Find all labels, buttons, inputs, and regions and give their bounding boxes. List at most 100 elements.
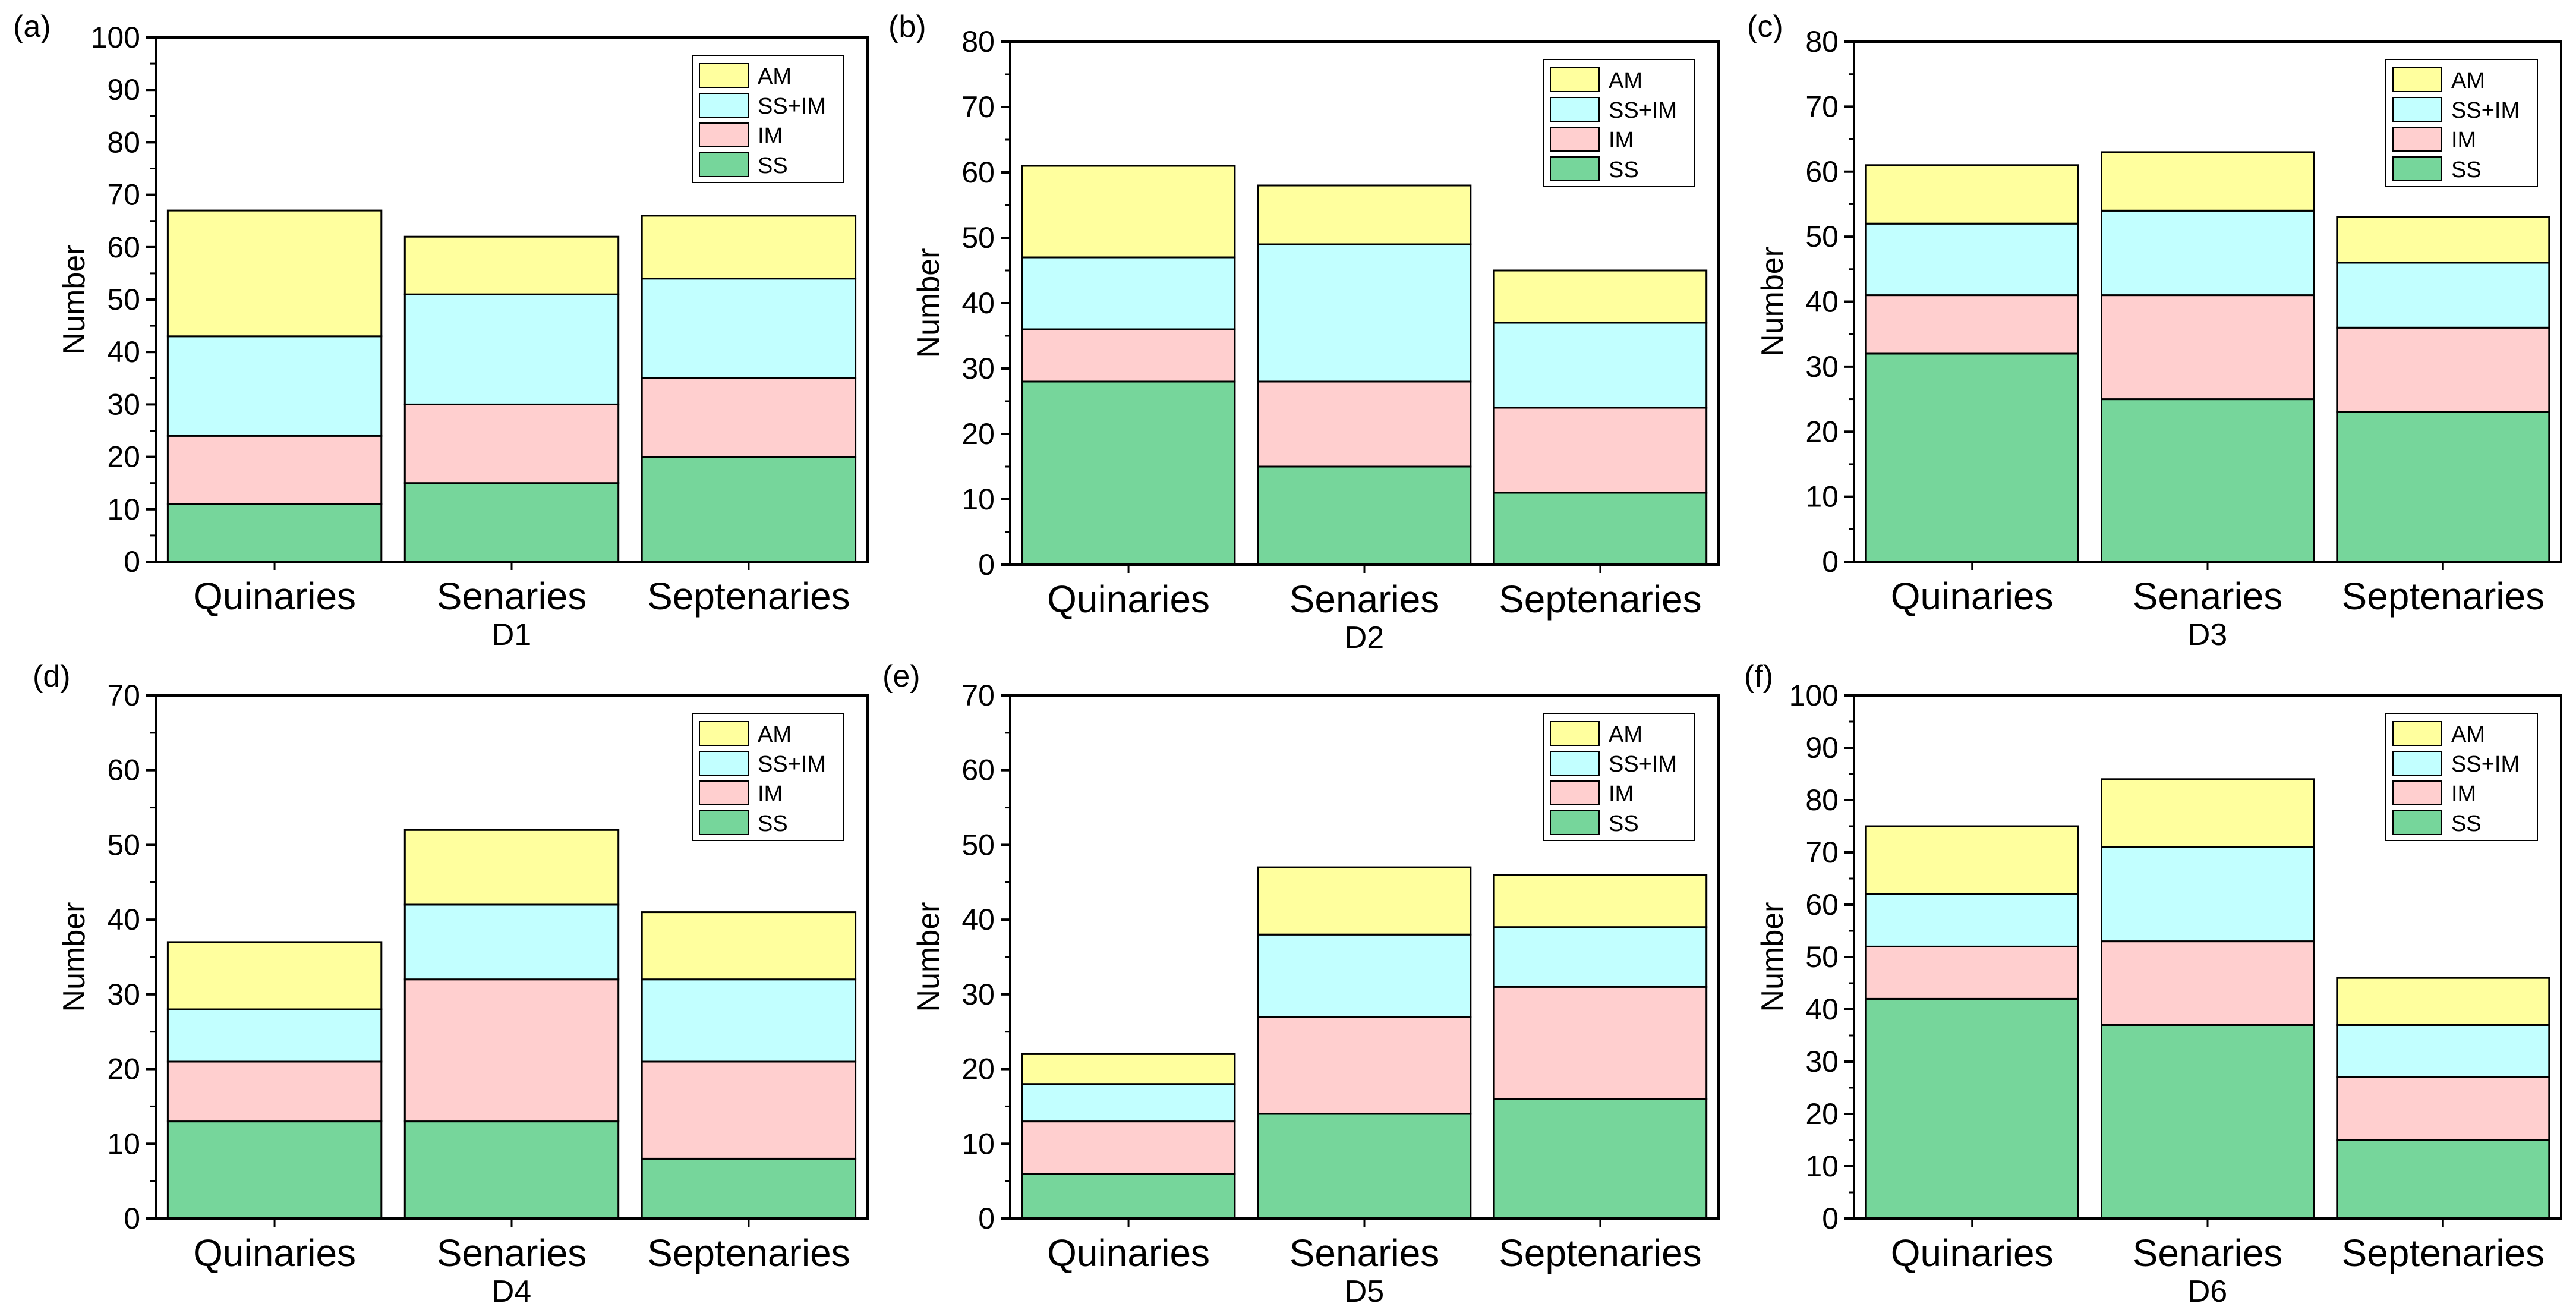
- y-axis-title: Number: [1755, 247, 1790, 357]
- bar-am-senaries: [403, 235, 620, 295]
- y-tick-label: 20: [961, 1053, 995, 1086]
- y-tick-label: 70: [107, 178, 140, 212]
- bar-ss-septenaries: [641, 1157, 857, 1220]
- y-tick-label: 60: [107, 231, 140, 264]
- x-tick-label: Quinaries: [1891, 1232, 2054, 1274]
- y-tick-label: 70: [961, 90, 995, 124]
- bar-ss-senaries: [2101, 1024, 2315, 1220]
- legend-swatch-ss: [2392, 156, 2442, 181]
- x-tick-label: Septenaries: [1499, 578, 1702, 621]
- legend-label: SS+IM: [758, 94, 826, 119]
- legend-swatch-im: [699, 122, 749, 147]
- bar-im-septenaries: [1493, 407, 1708, 494]
- panel-label: (f): [1744, 659, 1773, 694]
- x-tick-label: Septenaries: [1499, 1232, 1702, 1274]
- bar-ss-senaries: [1257, 465, 1472, 566]
- y-tick-label: 80: [1805, 783, 1839, 817]
- y-tick-label: 30: [961, 352, 995, 385]
- y-tick-label: 50: [107, 828, 140, 861]
- bar-ss-im-quinaries: [166, 335, 383, 437]
- legend-swatch-ss-im: [1550, 97, 1600, 122]
- y-tick-label: 20: [961, 417, 995, 451]
- bar-am-quinaries: [166, 209, 383, 338]
- legend-swatch-im: [2392, 780, 2442, 805]
- chart-panel-4: (d) Quinaries Senaries Septenaries 0 10 20 30 40…: [33, 659, 869, 1309]
- legend-swatch-ss: [1550, 156, 1600, 181]
- y-tick-label: 80: [1805, 25, 1839, 58]
- bar-ss-im-senaries: [2101, 846, 2315, 943]
- y-tick-label: 100: [1789, 679, 1839, 712]
- x-tick-label: Quinaries: [1047, 578, 1210, 621]
- bar-ss-senaries: [403, 1120, 620, 1220]
- bar-ss-quinaries: [1865, 352, 2079, 563]
- y-tick-label: 20: [1805, 415, 1839, 448]
- x-tick-label: Senaries: [1289, 578, 1440, 621]
- x-tick-label: Septenaries: [2342, 575, 2545, 618]
- panel-label: (c): [1747, 10, 1783, 44]
- bar-am-senaries: [2101, 778, 2315, 848]
- y-tick-label: 60: [1805, 888, 1839, 921]
- y-tick-label: 10: [107, 1127, 140, 1160]
- y-tick-label: 70: [107, 679, 140, 712]
- bar-im-septenaries: [641, 377, 857, 458]
- x-axis-title: D3: [2188, 618, 2227, 652]
- legend: AM SS+IM IM SS: [2385, 59, 2538, 187]
- bar-am-senaries: [1257, 184, 1472, 245]
- x-tick-label: Quinaries: [193, 1232, 356, 1274]
- x-tick-label: Quinaries: [1891, 575, 2054, 618]
- legend-label: AM: [1609, 722, 1642, 747]
- x-tick-label: Senaries: [2133, 575, 2283, 618]
- x-tick-label: Septenaries: [2342, 1232, 2545, 1274]
- legend-swatch-ss-im: [2392, 97, 2442, 122]
- y-axis-title: Number: [1755, 902, 1790, 1012]
- legend-label: IM: [2451, 782, 2476, 807]
- legend-swatch-im: [2392, 127, 2442, 152]
- panel-label: (a): [13, 10, 51, 44]
- y-tick-label: 20: [107, 1053, 140, 1086]
- legend-swatch-im: [1550, 127, 1600, 152]
- legend-label: AM: [758, 722, 792, 747]
- bar-ss-septenaries: [2336, 411, 2550, 563]
- bar-ss-quinaries: [166, 503, 383, 563]
- y-tick-label: 0: [1822, 545, 1839, 578]
- bar-ss-septenaries: [1493, 1098, 1708, 1220]
- legend-label: AM: [2451, 722, 2485, 747]
- bar-ss-senaries: [2101, 398, 2315, 563]
- legend: AM SS+IM IM SS: [1543, 59, 1695, 187]
- bar-ss-septenaries: [2336, 1139, 2550, 1220]
- y-tick-label: 30: [107, 388, 140, 421]
- bar-am-quinaries: [166, 941, 383, 1010]
- panel-label: (e): [882, 659, 920, 694]
- y-tick-label: 60: [961, 754, 995, 787]
- y-tick-label: 40: [107, 903, 140, 936]
- chart-panel-6: (f) Quinaries Senaries Septenaries 0 10 20 30 40…: [1744, 659, 2562, 1309]
- y-tick-label: 10: [107, 493, 140, 526]
- y-tick-label: 20: [1805, 1097, 1839, 1131]
- bar-im-septenaries: [2336, 326, 2550, 413]
- bar-im-senaries: [403, 978, 620, 1123]
- legend-label: SS: [2451, 158, 2482, 182]
- bar-ss-senaries: [1257, 1113, 1472, 1220]
- bar-ss-quinaries: [1021, 1173, 1236, 1220]
- legend-label: IM: [758, 124, 783, 149]
- y-tick-label: 0: [124, 545, 140, 578]
- bar-im-senaries: [2101, 294, 2315, 401]
- y-tick-label: 60: [107, 754, 140, 787]
- y-tick-label: 60: [1805, 155, 1839, 188]
- legend-label: IM: [1609, 128, 1634, 153]
- x-axis-title: D6: [2188, 1274, 2227, 1309]
- x-tick-label: Quinaries: [193, 575, 356, 618]
- bar-am-quinaries: [1865, 164, 2079, 225]
- panel-label: (b): [888, 10, 926, 44]
- legend-swatch-am: [2392, 721, 2442, 746]
- legend-label: SS: [758, 153, 788, 178]
- y-tick-label: 30: [1805, 1045, 1839, 1078]
- bar-am-quinaries: [1021, 1053, 1236, 1085]
- y-tick-label: 70: [1805, 90, 1839, 123]
- legend-label: AM: [1609, 68, 1642, 93]
- x-tick-label: Senaries: [437, 575, 587, 618]
- x-tick-label: Quinaries: [1047, 1232, 1210, 1274]
- bar-am-septenaries: [641, 215, 857, 280]
- bar-am-senaries: [1257, 866, 1472, 936]
- y-tick-label: 10: [1805, 480, 1839, 514]
